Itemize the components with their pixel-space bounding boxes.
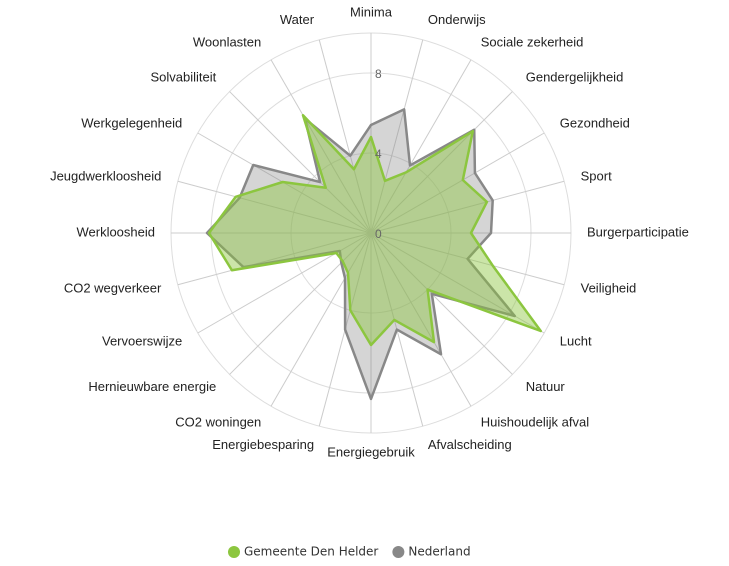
category-label: CO2 woningen: [175, 414, 261, 429]
category-label: Gezondheid: [560, 115, 630, 130]
spoke: [197, 232, 372, 334]
spoke: [318, 39, 372, 234]
category-label: Solvabiliteit: [150, 70, 216, 85]
category-label: Hernieuwbare energie: [88, 379, 216, 394]
category-label: Gendergelijkheid: [526, 70, 624, 85]
category-label: Natuur: [526, 379, 566, 394]
y-tick-label: 8: [375, 67, 382, 81]
spoke: [370, 39, 424, 234]
category-label: Veiligheid: [581, 281, 637, 296]
category-label: Minima: [350, 4, 393, 19]
category-label: Jeugdwerkloosheid: [50, 168, 161, 183]
legend: Gemeente Den Helder Nederland: [228, 545, 471, 559]
category-label: Energiebesparing: [212, 437, 314, 452]
category-label: Werkloosheid: [76, 224, 155, 239]
category-label: Onderwijs: [428, 12, 486, 27]
category-label: Lucht: [560, 333, 592, 348]
spoke: [370, 232, 513, 375]
spoke: [177, 180, 372, 234]
legend-label: Gemeente Den Helder: [244, 545, 378, 559]
spoke: [270, 59, 372, 234]
spoke: [370, 59, 472, 234]
category-label: Water: [280, 12, 315, 27]
spoke: [370, 91, 513, 234]
category-label: CO2 wegverkeer: [64, 281, 162, 296]
spoke: [370, 232, 472, 407]
series-area: [207, 113, 542, 347]
spoke: [370, 180, 565, 234]
y-tick-label: 4: [375, 147, 382, 161]
category-label: Vervoerswijze: [102, 333, 182, 348]
category-label: Huishoudelijk afval: [481, 414, 590, 429]
category-label: Sociale zekerheid: [481, 34, 584, 49]
spoke: [229, 91, 372, 234]
legend-swatch: [228, 546, 240, 558]
category-label: Sport: [581, 168, 612, 183]
spoke: [177, 232, 372, 286]
category-label: Burgerparticipatie: [587, 224, 689, 239]
spoke: [370, 132, 545, 234]
spoke: [229, 232, 372, 375]
category-label: Afvalscheiding: [428, 437, 512, 452]
category-label: Werkgelegenheid: [81, 115, 182, 130]
spoke: [270, 232, 372, 407]
legend-label: Nederland: [408, 545, 470, 559]
category-label: Energiegebruik: [327, 444, 415, 459]
legend-swatch: [392, 546, 405, 558]
category-label: Woonlasten: [193, 34, 261, 49]
y-tick-label: 0: [375, 227, 382, 241]
